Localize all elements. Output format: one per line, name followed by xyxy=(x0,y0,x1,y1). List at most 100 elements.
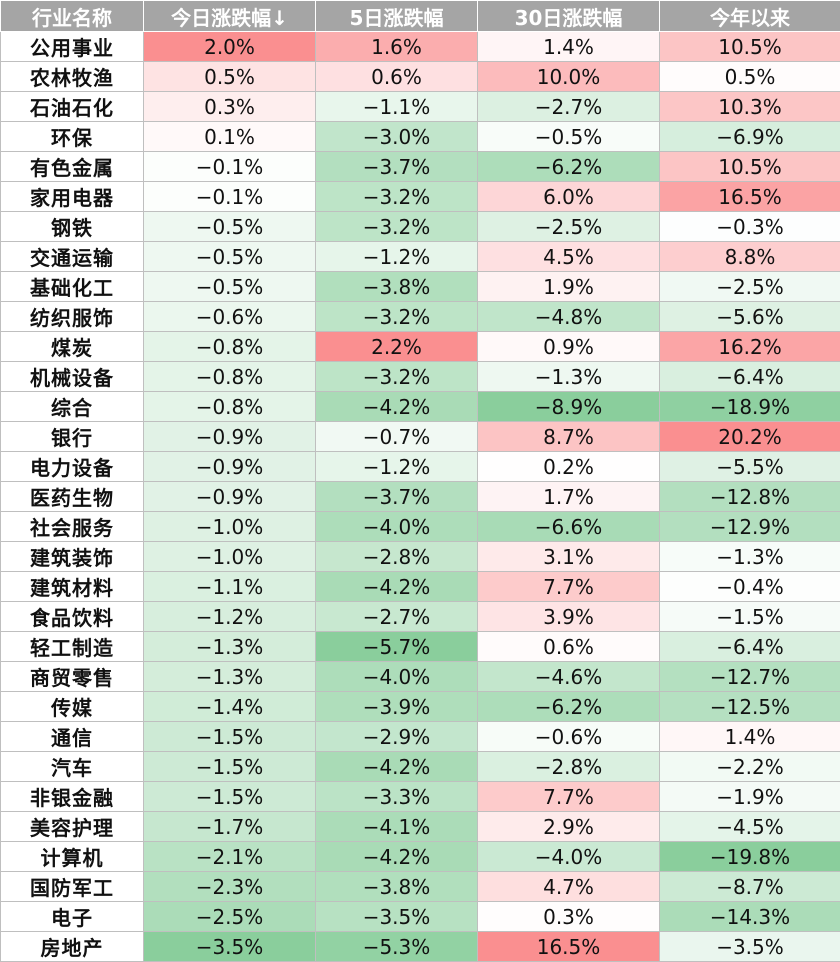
value-cell: −4.2% xyxy=(316,392,478,422)
value-cell: −0.8% xyxy=(144,332,316,362)
table-row: 计算机−2.1%−4.2%−4.0%−19.8% xyxy=(1,842,840,872)
industry-name-cell: 房地产 xyxy=(1,932,144,962)
table-row: 美容护理−1.7%−4.1%2.9%−4.5% xyxy=(1,812,840,842)
table-row: 电力设备−0.9%−1.2%0.2%−5.5% xyxy=(1,452,840,482)
value-cell: −4.2% xyxy=(316,572,478,602)
industry-name-cell: 医药生物 xyxy=(1,482,144,512)
value-cell: 8.8% xyxy=(660,242,840,272)
value-cell: 16.5% xyxy=(478,932,660,962)
value-cell: 1.4% xyxy=(478,32,660,62)
value-cell: −3.5% xyxy=(144,932,316,962)
value-cell: −3.8% xyxy=(316,872,478,902)
value-cell: −1.7% xyxy=(144,812,316,842)
value-cell: 0.6% xyxy=(316,62,478,92)
value-cell: −4.8% xyxy=(478,302,660,332)
value-cell: −2.1% xyxy=(144,842,316,872)
value-cell: −4.6% xyxy=(478,662,660,692)
value-cell: −3.2% xyxy=(316,362,478,392)
value-cell: −1.3% xyxy=(660,542,840,572)
value-cell: −4.0% xyxy=(316,662,478,692)
table-row: 轻工制造−1.3%−5.7%0.6%−6.4% xyxy=(1,632,840,662)
column-header-0: 行业名称 xyxy=(1,1,144,32)
value-cell: −3.3% xyxy=(316,782,478,812)
table-row: 国防军工−2.3%−3.8%4.7%−8.7% xyxy=(1,872,840,902)
table-row: 食品饮料−1.2%−2.7%3.9%−1.5% xyxy=(1,602,840,632)
value-cell: −6.6% xyxy=(478,512,660,542)
value-cell: −12.8% xyxy=(660,482,840,512)
value-cell: 20.2% xyxy=(660,422,840,452)
value-cell: −2.7% xyxy=(478,92,660,122)
table-row: 汽车−1.5%−4.2%−2.8%−2.2% xyxy=(1,752,840,782)
industry-name-cell: 公用事业 xyxy=(1,32,144,62)
value-cell: 10.0% xyxy=(478,62,660,92)
value-cell: −3.2% xyxy=(316,182,478,212)
value-cell: 3.9% xyxy=(478,602,660,632)
industry-name-cell: 钢铁 xyxy=(1,212,144,242)
value-cell: 2.2% xyxy=(316,332,478,362)
industry-name-cell: 国防军工 xyxy=(1,872,144,902)
value-cell: 16.2% xyxy=(660,332,840,362)
value-cell: 1.6% xyxy=(316,32,478,62)
value-cell: 0.3% xyxy=(478,902,660,932)
industry-name-cell: 汽车 xyxy=(1,752,144,782)
value-cell: −2.5% xyxy=(144,902,316,932)
value-cell: −3.7% xyxy=(316,482,478,512)
table-row: 商贸零售−1.3%−4.0%−4.6%−12.7% xyxy=(1,662,840,692)
table-row: 传媒−1.4%−3.9%−6.2%−12.5% xyxy=(1,692,840,722)
value-cell: 4.5% xyxy=(478,242,660,272)
value-cell: 10.5% xyxy=(660,152,840,182)
value-cell: −3.5% xyxy=(316,902,478,932)
value-cell: −5.6% xyxy=(660,302,840,332)
table-row: 综合−0.8%−4.2%−8.9%−18.9% xyxy=(1,392,840,422)
value-cell: −3.7% xyxy=(316,152,478,182)
value-cell: −0.5% xyxy=(478,122,660,152)
value-cell: −0.4% xyxy=(660,572,840,602)
value-cell: 2.9% xyxy=(478,812,660,842)
value-cell: −5.7% xyxy=(316,632,478,662)
value-cell: −8.7% xyxy=(660,872,840,902)
value-cell: −4.5% xyxy=(660,812,840,842)
table-row: 房地产−3.5%−5.3%16.5%−3.5% xyxy=(1,932,840,962)
value-cell: −1.2% xyxy=(316,452,478,482)
value-cell: −0.5% xyxy=(144,212,316,242)
table-row: 银行−0.9%−0.7%8.7%20.2% xyxy=(1,422,840,452)
value-cell: −4.0% xyxy=(478,842,660,872)
table-row: 有色金属−0.1%−3.7%−6.2%10.5% xyxy=(1,152,840,182)
industry-name-cell: 基础化工 xyxy=(1,272,144,302)
industry-name-cell: 电子 xyxy=(1,902,144,932)
industry-name-cell: 社会服务 xyxy=(1,512,144,542)
value-cell: −2.5% xyxy=(478,212,660,242)
value-cell: 1.4% xyxy=(660,722,840,752)
value-cell: −0.6% xyxy=(144,302,316,332)
value-cell: 0.5% xyxy=(144,62,316,92)
value-cell: −5.3% xyxy=(316,932,478,962)
value-cell: 6.0% xyxy=(478,182,660,212)
industry-name-cell: 食品饮料 xyxy=(1,602,144,632)
value-cell: −0.5% xyxy=(144,272,316,302)
value-cell: −2.5% xyxy=(660,272,840,302)
value-cell: −6.4% xyxy=(660,362,840,392)
value-cell: −2.7% xyxy=(316,602,478,632)
value-cell: −2.8% xyxy=(316,542,478,572)
value-cell: −1.5% xyxy=(144,782,316,812)
value-cell: 1.7% xyxy=(478,482,660,512)
industry-name-cell: 电力设备 xyxy=(1,452,144,482)
column-header-1[interactable]: 今日涨跌幅↓ xyxy=(144,1,316,32)
value-cell: 0.1% xyxy=(144,122,316,152)
value-cell: −4.2% xyxy=(316,752,478,782)
value-cell: −0.1% xyxy=(144,182,316,212)
value-cell: −12.5% xyxy=(660,692,840,722)
value-cell: −2.9% xyxy=(316,722,478,752)
value-cell: −3.8% xyxy=(316,272,478,302)
industry-name-cell: 非银金融 xyxy=(1,782,144,812)
value-cell: −1.9% xyxy=(660,782,840,812)
industry-name-cell: 机械设备 xyxy=(1,362,144,392)
table-row: 纺织服饰−0.6%−3.2%−4.8%−5.6% xyxy=(1,302,840,332)
value-cell: −0.8% xyxy=(144,362,316,392)
value-cell: −14.3% xyxy=(660,902,840,932)
